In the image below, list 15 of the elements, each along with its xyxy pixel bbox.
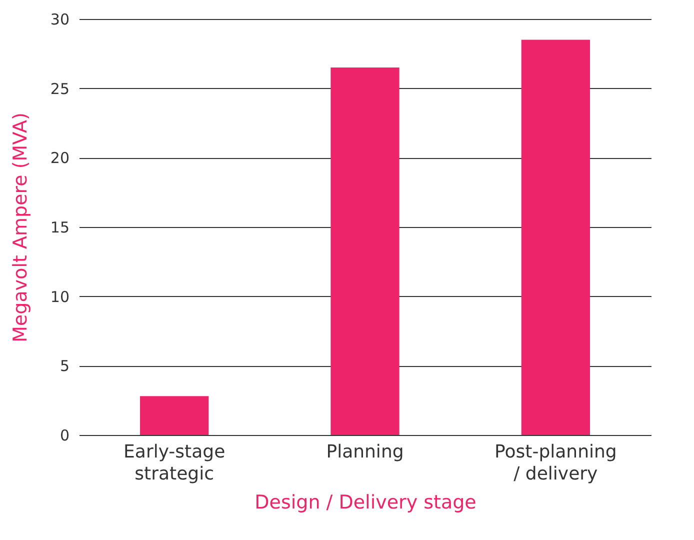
bar [330, 68, 400, 435]
x-tick-label: Early-stage strategic [124, 442, 226, 484]
y-tick-label: 20 [50, 149, 70, 168]
x-tick-label: Planning [326, 442, 404, 462]
x-tick-label: Post-planning / delivery [494, 442, 617, 484]
y-tick-label: 15 [50, 218, 70, 236]
y-tick-label: 25 [50, 80, 70, 98]
bar [521, 40, 590, 435]
y-tick-label: 30 [50, 10, 70, 28]
bar [140, 396, 209, 435]
y-axis-title: Megavolt Ampere (MVA) [9, 112, 32, 342]
y-tick-label: 10 [50, 288, 70, 306]
y-tick-label: 5 [60, 357, 70, 376]
x-axis-title: Design / Delivery stage [254, 492, 476, 514]
y-tick-label: 0 [60, 426, 70, 444]
